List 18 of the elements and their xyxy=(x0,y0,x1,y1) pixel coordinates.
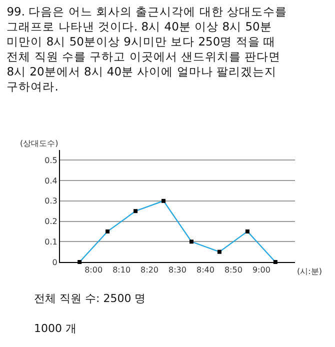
x-tick-label: 8:00 xyxy=(84,266,103,275)
text: 1000 개 xyxy=(34,322,76,335)
x-tick-label: 8:20 xyxy=(140,266,159,275)
chart-title: 99. 다음은 어느 회사의 출근시각에 대한 상대도수를 그래프로 나타낸 것이다. 8시 40분 이상 8시 50분 미만이 8시 50분이상 9시미만 보다 250명 적을 때 전체 직원 수를 구하고 이곳에서 샌드위치를 판다면 8시 20분에서 8시 40분 사이에 얼마나 팔리겠는지 구하여라. xyxy=(6,4,287,94)
y-tick-label: 0.1 xyxy=(44,237,58,246)
x-tick-label: 8:30 xyxy=(168,266,186,275)
x-tick-label: 8:50 xyxy=(224,266,242,275)
y-tick-label: 0.3 xyxy=(44,196,58,206)
x-tick-label: 8:10 xyxy=(112,266,131,275)
text: 전체 직원 수: 2500 명 xyxy=(34,292,146,305)
y-tick-label: 0 xyxy=(52,258,58,267)
y-axis-title: (상대도수) xyxy=(20,139,58,148)
x-axis-title: (시:분) xyxy=(297,267,322,276)
x-tick-label: 8:40 xyxy=(196,266,214,275)
y-tick-label: 0.4 xyxy=(44,176,58,186)
y-tick-label: 0.5 xyxy=(44,156,58,165)
x-tick-label: 9:00 xyxy=(252,266,270,275)
y-tick-label: 0.2 xyxy=(44,217,58,226)
